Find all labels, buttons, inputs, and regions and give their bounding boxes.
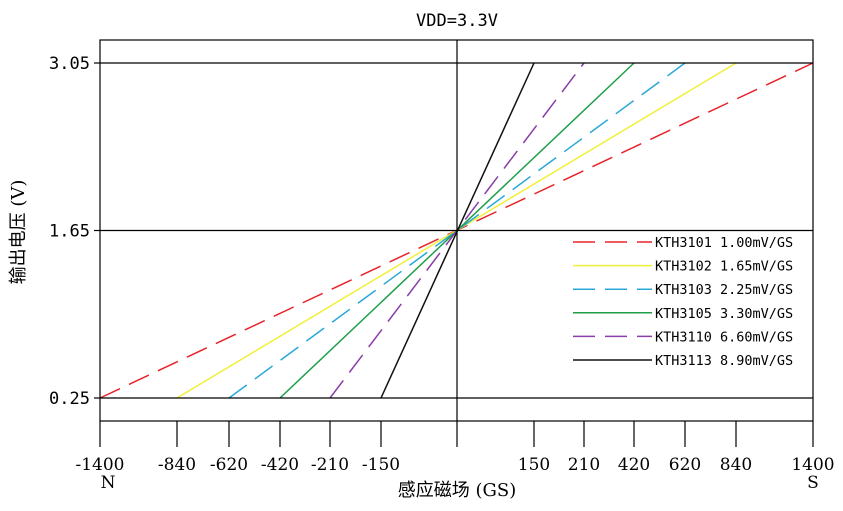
x-tick-label: -210: [311, 455, 349, 475]
y-tick-label: 3.05: [49, 54, 90, 74]
x-tick-label: -840: [158, 455, 196, 475]
x-tick-label: 620: [669, 455, 701, 475]
legend-entry-3: KTH3105 3.30mV/GS: [655, 306, 793, 322]
legend-entry-2: KTH3103 2.25mV/GS: [655, 282, 793, 298]
x-end-label-n: N: [101, 473, 116, 493]
legend-entry-0: KTH3101 1.00mV/GS: [655, 235, 793, 251]
x-tick-label: -1400: [75, 455, 124, 475]
x-tick-label: 1400: [791, 455, 834, 475]
x-tick-label: 420: [618, 455, 650, 475]
x-tick-label: 840: [720, 455, 752, 475]
y-tick-label: 0.25: [49, 389, 90, 409]
chart-title: VDD=3.3V: [416, 11, 498, 31]
legend-entry-4: KTH3110 6.60mV/GS: [655, 329, 793, 345]
x-axis-label: 感应磁场 (GS): [398, 480, 516, 501]
y-tick-label: 1.65: [49, 222, 90, 242]
x-tick-label: 150: [518, 455, 550, 475]
legend-entry-1: KTH3102 1.65mV/GS: [655, 259, 793, 275]
axes-layer: 0.25 1.65 3.05 -1400 -840 -620 -420 -210 -150 150…: [49, 39, 835, 493]
x-end-label-s: S: [807, 473, 819, 493]
x-tick-label: -150: [362, 455, 400, 475]
legend-entry-5: KTH3113 8.90mV/GS: [655, 353, 793, 369]
x-tick-label: 210: [568, 455, 600, 475]
x-tick-label: -420: [261, 455, 299, 475]
y-axis-label: 输出电压 (V): [8, 180, 29, 285]
legend: KTH3101 1.00mV/GS KTH3102 1.65mV/GS KTH310…: [573, 235, 793, 369]
x-tick-label: -620: [210, 455, 248, 475]
